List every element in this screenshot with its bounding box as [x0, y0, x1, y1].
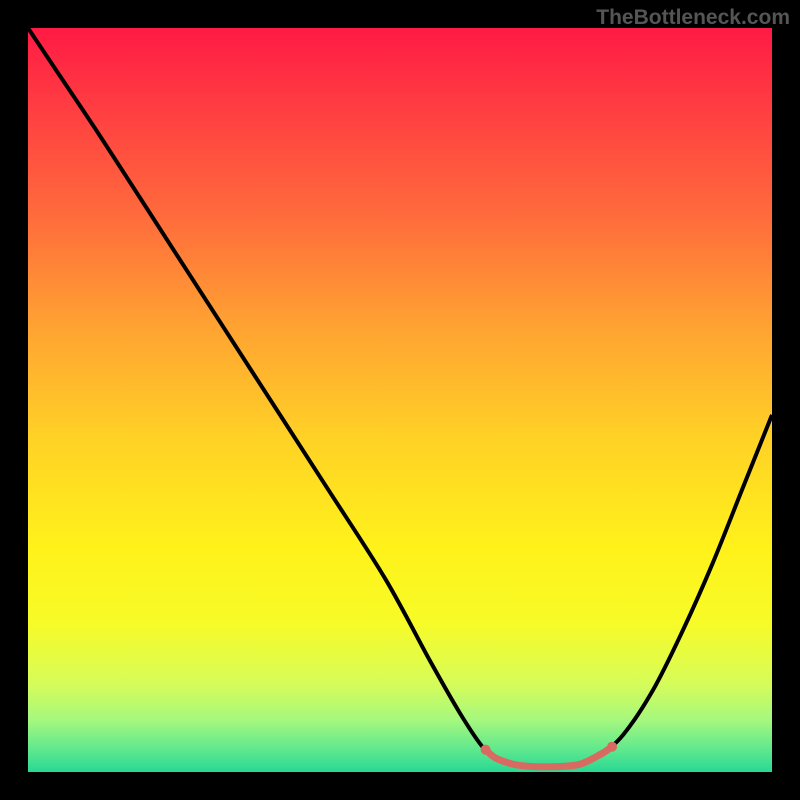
- optimal-band-path: [486, 747, 612, 767]
- optimal-band-endpoint: [481, 745, 491, 755]
- optimal-band-endpoint: [607, 742, 617, 752]
- main-curve-path: [28, 28, 772, 767]
- bottleneck-curve: [28, 28, 772, 772]
- attribution-label: TheBottleneck.com: [596, 6, 790, 30]
- chart-container: TheBottleneck.com: [0, 0, 800, 800]
- plot-area: [28, 28, 772, 772]
